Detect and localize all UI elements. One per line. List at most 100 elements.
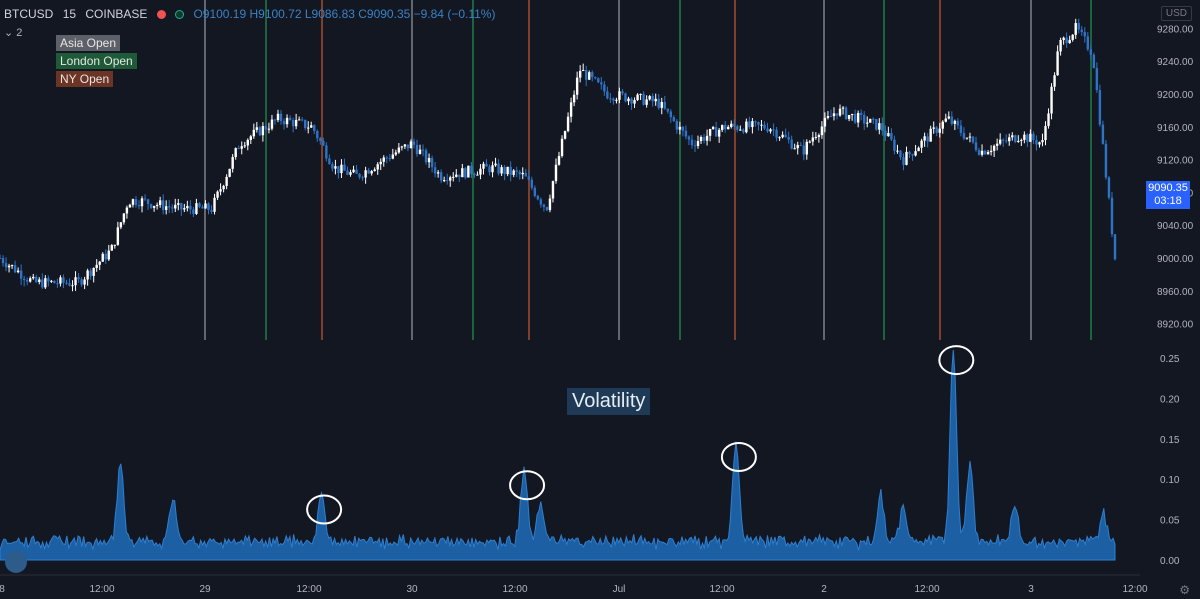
candle-body — [847, 115, 851, 119]
candle-body — [1038, 142, 1041, 145]
candle-body — [539, 199, 543, 205]
spike-circle — [938, 345, 975, 376]
candle-body — [225, 176, 228, 186]
candle-body — [905, 151, 908, 165]
candle-body — [406, 144, 410, 149]
legend-london-open: London Open — [56, 53, 137, 69]
candle-body — [959, 125, 963, 134]
candle-body — [720, 125, 724, 130]
tradingview-logo-icon[interactable] — [5, 551, 27, 573]
candle-body — [844, 107, 848, 119]
candle-body — [612, 98, 615, 101]
candle-body — [458, 174, 461, 178]
candle-body — [358, 173, 361, 178]
price-tick-label: 9040.00 — [1157, 221, 1194, 232]
candle-body — [926, 136, 929, 142]
gear-icon[interactable]: ⚙ — [1179, 583, 1190, 597]
candle-body — [575, 77, 579, 95]
candle-body — [536, 195, 540, 200]
candle-body — [1, 258, 5, 264]
candle-body — [164, 206, 168, 210]
candle-body — [733, 123, 736, 127]
candle-body — [231, 157, 234, 169]
candle-body — [394, 152, 398, 155]
candle-body — [560, 138, 564, 157]
candle-body — [25, 280, 29, 282]
candle-body — [944, 118, 947, 122]
candle-body — [884, 130, 887, 137]
candle-body — [1074, 23, 1077, 35]
candle-body — [962, 133, 966, 139]
candle-body — [152, 205, 156, 208]
candle-body — [983, 150, 987, 155]
candle-body — [651, 96, 654, 102]
candle-body — [13, 265, 17, 273]
candle-body — [666, 108, 669, 112]
candle-body — [294, 119, 298, 127]
candle-body — [989, 150, 993, 153]
candle-body — [449, 177, 452, 181]
candle-body — [53, 280, 56, 284]
candle-body — [675, 120, 679, 130]
candle-body — [222, 185, 225, 190]
candle-body — [588, 72, 591, 80]
candle-body — [998, 139, 1002, 144]
candle-body — [551, 181, 555, 199]
candle-body — [1059, 39, 1062, 52]
candle-body — [1005, 140, 1008, 142]
candle-body — [766, 128, 769, 132]
symbol-header[interactable]: BTCUSD 15 COINBASE O9100.19 H9100.72 L90… — [4, 7, 501, 21]
candle-body — [787, 137, 790, 140]
candle-body — [965, 137, 969, 139]
candle-body — [893, 139, 896, 151]
candle-body — [16, 270, 20, 273]
candle-body — [391, 154, 395, 159]
candle-body — [98, 261, 101, 265]
candle-body — [433, 167, 437, 174]
candle-body — [863, 114, 866, 124]
candle-body — [853, 113, 857, 123]
market-status-icon — [156, 10, 166, 19]
candle-body — [418, 149, 422, 154]
candle-body — [107, 250, 110, 260]
candle-body — [817, 135, 821, 138]
candle-body — [1068, 39, 1071, 44]
candle-body — [89, 270, 92, 276]
currency-button[interactable]: USD — [1160, 6, 1192, 21]
candle-body — [974, 142, 978, 150]
candle-body — [763, 124, 766, 129]
candle-body — [826, 116, 830, 118]
candle-body — [530, 179, 534, 188]
price-tick-label: 9000.00 — [1157, 254, 1194, 265]
collapse-indicators-toggle[interactable]: ⌄ 2 — [4, 27, 23, 39]
candle-body — [790, 139, 793, 149]
candle-body — [461, 168, 464, 178]
candle-body — [455, 174, 458, 177]
symbol[interactable]: BTCUSD — [4, 7, 54, 21]
candle-body — [911, 154, 914, 156]
candle-body — [303, 119, 307, 129]
candle-body — [1011, 135, 1014, 138]
candle-body — [1041, 140, 1044, 143]
volatility-panel — [0, 349, 1116, 561]
last-price-tag: 9090.35 03:18 — [1146, 181, 1190, 209]
time-tick-label: 30 — [406, 584, 418, 595]
candle-body — [264, 126, 268, 130]
candle-body — [213, 197, 216, 212]
candle-body — [316, 131, 319, 139]
candle-body — [331, 164, 334, 169]
candle-body — [436, 172, 440, 174]
candle-body — [494, 163, 497, 166]
candle-body — [717, 129, 721, 137]
candle-body — [594, 77, 597, 79]
interval[interactable]: 15 — [62, 7, 77, 21]
candle-body — [1086, 36, 1090, 50]
candle-body — [621, 91, 624, 94]
candle-body — [479, 168, 482, 175]
candle-body — [340, 164, 343, 174]
candle-body — [22, 278, 26, 281]
candle-body — [992, 145, 996, 151]
candle-body — [1032, 133, 1035, 141]
candle-body — [77, 277, 80, 280]
